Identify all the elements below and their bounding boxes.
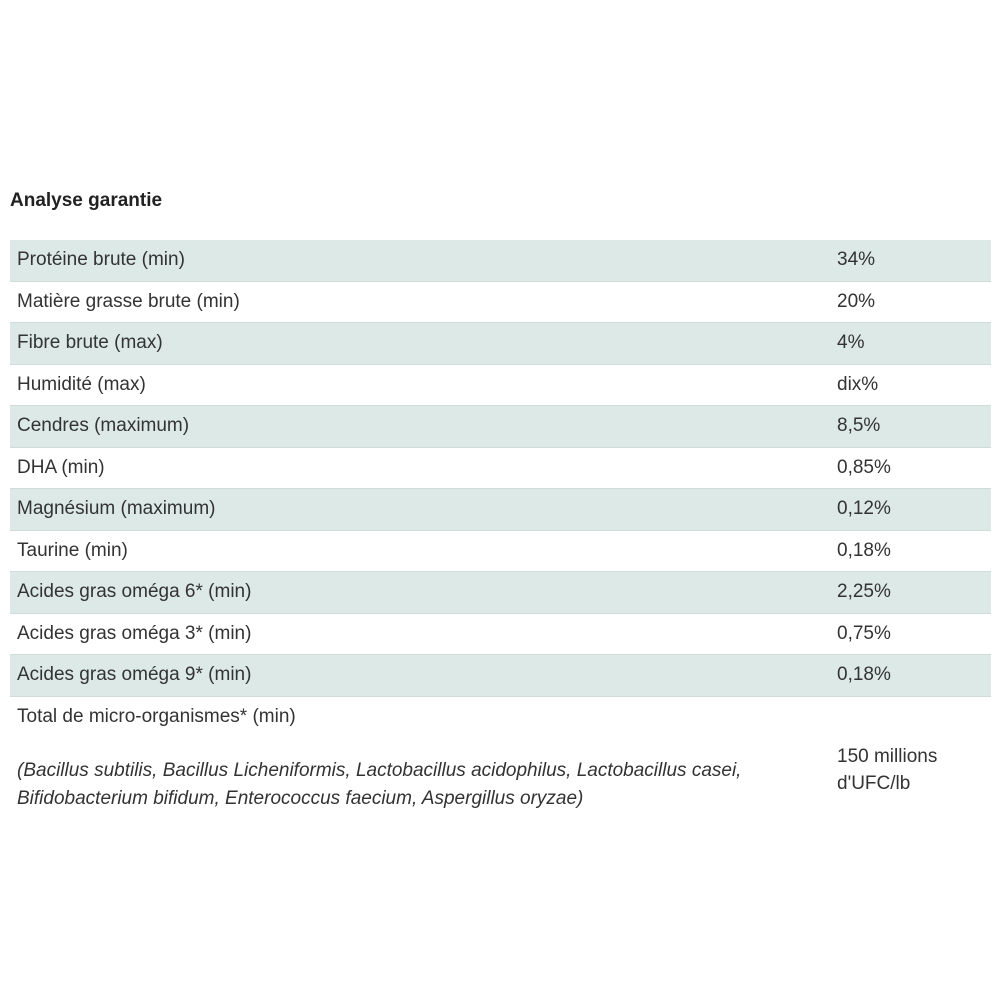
micro-organisms-cell: Total de micro-organismes* (min) (Bacill…	[10, 696, 830, 813]
table-row: Humidité (max) dix%	[10, 364, 991, 406]
micro-organisms-detail: (Bacillus subtilis, Bacillus Licheniform…	[17, 759, 742, 809]
nutrient-label: Protéine brute (min)	[10, 240, 830, 282]
nutrient-value: 20%	[830, 281, 991, 323]
table-row: DHA (min) 0,85%	[10, 447, 991, 489]
nutrient-value: 8,5%	[830, 405, 991, 448]
table-row: Taurine (min) 0,18%	[10, 530, 991, 572]
nutrient-value: 0,75%	[830, 613, 991, 655]
nutrient-value: 0,18%	[830, 654, 991, 697]
nutrient-label: Humidité (max)	[10, 364, 830, 406]
table-row: Acides gras oméga 3* (min) 0,75%	[10, 613, 991, 655]
nutrient-label: Cendres (maximum)	[10, 405, 830, 448]
micro-organisms-value: 150 millions d'UFC/lb	[837, 745, 938, 794]
nutrient-label: Matière grasse brute (min)	[10, 281, 830, 323]
nutrient-value: 0,12%	[830, 488, 991, 531]
nutrient-label: Magnésium (maximum)	[10, 488, 830, 531]
table-row: Protéine brute (min) 34%	[10, 240, 991, 282]
table-row: Magnésium (maximum) 0,12%	[10, 488, 991, 531]
nutrient-label: Acides gras oméga 9* (min)	[10, 654, 830, 697]
nutrient-label: Taurine (min)	[10, 530, 830, 572]
table-row: Acides gras oméga 9* (min) 0,18%	[10, 654, 991, 697]
table-row: Acides gras oméga 6* (min) 2,25%	[10, 571, 991, 614]
micro-organisms-label: Total de micro-organismes* (min)	[17, 705, 296, 727]
table-row: Matière grasse brute (min) 20%	[10, 281, 991, 323]
nutrient-value: 0,85%	[830, 447, 991, 489]
table-row: Fibre brute (max) 4%	[10, 322, 991, 365]
nutrient-value: dix%	[830, 364, 991, 406]
guaranteed-analysis-table: Protéine brute (min) 34% Matière grasse …	[10, 240, 991, 813]
page-title: Analyse garantie	[10, 190, 163, 211]
nutrient-label: Acides gras oméga 6* (min)	[10, 571, 830, 614]
table-row-micro-organisms: Total de micro-organismes* (min) (Bacill…	[10, 696, 991, 813]
nutrient-label: Acides gras oméga 3* (min)	[10, 613, 830, 655]
nutrient-value: 2,25%	[830, 571, 991, 614]
nutrient-value: 34%	[830, 240, 991, 282]
nutrient-label: DHA (min)	[10, 447, 830, 489]
nutrient-label: Fibre brute (max)	[10, 322, 830, 365]
nutrient-value: 4%	[830, 322, 991, 365]
nutrient-value: 0,18%	[830, 530, 991, 572]
table-row: Cendres (maximum) 8,5%	[10, 405, 991, 448]
